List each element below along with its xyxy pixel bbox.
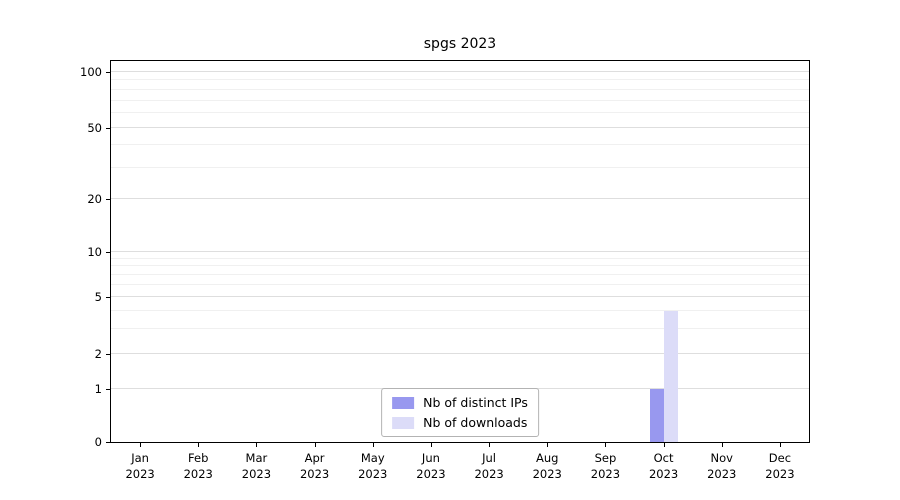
y-tick-label-1: 1 xyxy=(94,382,102,397)
gridline-20 xyxy=(111,198,809,200)
x-tick-mark-oct xyxy=(663,443,665,447)
gridline-80 xyxy=(111,88,809,90)
x-tick-mark-aug xyxy=(547,443,549,447)
y-tick-label-0: 0 xyxy=(94,435,102,449)
y-tick-label-5: 5 xyxy=(94,289,102,304)
gridline-2 xyxy=(111,353,809,355)
gridline-70 xyxy=(111,99,809,101)
x-tick-label-jan: Jan 2023 xyxy=(125,451,155,482)
y-tick-mark-2 xyxy=(106,354,110,356)
bar-nb-of-distinct-ips-oct xyxy=(649,389,664,442)
y-tick-mark-10 xyxy=(106,251,110,253)
legend-item-distinct-ips: Nb of distinct IPs xyxy=(392,395,528,410)
gridline-30 xyxy=(111,166,809,168)
gridline-4 xyxy=(111,309,809,311)
x-tick-label-feb: Feb 2023 xyxy=(183,451,213,482)
x-tick-mark-jan xyxy=(140,443,142,447)
plot-area: Nb of distinct IPs Nb of downloads xyxy=(110,60,810,443)
gridline-10 xyxy=(111,251,809,252)
y-tick-mark-20 xyxy=(106,199,110,201)
gridline-6 xyxy=(111,284,809,285)
x-tick-label-oct: Oct 2023 xyxy=(648,451,679,482)
y-tick-label-50: 50 xyxy=(87,120,102,135)
x-tick-label-apr: Apr 2023 xyxy=(299,451,330,482)
y-tick-mark-5 xyxy=(106,296,110,298)
y-tick-label-10: 10 xyxy=(87,244,102,259)
legend-swatch-downloads xyxy=(392,416,415,429)
gridline-9 xyxy=(111,257,809,259)
legend-label-downloads: Nb of downloads xyxy=(423,415,528,430)
legend-label-distinct-ips: Nb of distinct IPs xyxy=(423,395,528,410)
gridline-7 xyxy=(111,274,809,276)
chart-title: spgs 2023 xyxy=(423,36,497,52)
x-tick-mark-sep xyxy=(605,443,607,447)
x-tick-label-aug: Aug 2023 xyxy=(532,451,562,482)
gridline-8 xyxy=(111,265,809,267)
gridline-3 xyxy=(111,327,809,329)
x-tick-mark-jun xyxy=(430,443,432,447)
y-tick-mark-50 xyxy=(106,127,110,129)
x-tick-label-sep: Sep 2023 xyxy=(590,451,621,482)
y-tick-label-100: 100 xyxy=(80,64,102,79)
x-tick-label-nov: Nov 2023 xyxy=(707,451,737,482)
y-tick-mark-1 xyxy=(106,389,110,391)
gridline-40 xyxy=(111,144,809,146)
y-tick-mark-100 xyxy=(106,71,110,73)
gridline-100 xyxy=(111,70,809,72)
x-tick-label-dec: Dec 2023 xyxy=(765,451,795,482)
x-tick-mark-dec xyxy=(779,443,781,447)
gridline-50 xyxy=(111,126,809,128)
gridline-5 xyxy=(111,295,809,297)
legend-item-downloads: Nb of downloads xyxy=(392,415,528,430)
legend-swatch-distinct-ips xyxy=(392,396,415,409)
gridline-90 xyxy=(111,79,809,81)
x-tick-mark-jul xyxy=(489,443,491,447)
x-tick-label-mar: Mar 2023 xyxy=(241,451,272,482)
x-tick-label-jun: Jun 2023 xyxy=(416,451,446,482)
y-tick-mark-0 xyxy=(106,442,110,443)
x-tick-label-jul: Jul 2023 xyxy=(474,451,504,482)
x-tick-mark-nov xyxy=(721,443,723,447)
y-tick-label-2: 2 xyxy=(94,347,102,362)
x-tick-label-may: May 2023 xyxy=(358,451,388,482)
legend: Nb of distinct IPs Nb of downloads xyxy=(381,388,539,437)
y-tick-label-20: 20 xyxy=(87,192,102,207)
x-tick-mark-may xyxy=(372,443,374,447)
gridline-60 xyxy=(111,112,809,113)
bar-nb-of-downloads-oct xyxy=(663,310,678,442)
x-tick-mark-mar xyxy=(256,443,258,447)
x-tick-mark-feb xyxy=(198,443,200,447)
x-tick-mark-apr xyxy=(314,443,316,447)
